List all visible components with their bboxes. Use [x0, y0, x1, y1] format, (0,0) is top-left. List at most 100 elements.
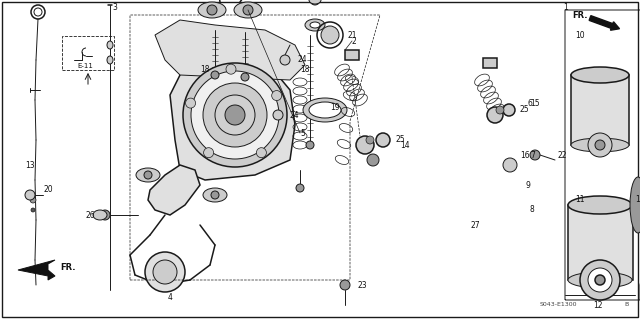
Ellipse shape — [571, 138, 629, 152]
Text: 14: 14 — [400, 140, 410, 150]
Text: 16: 16 — [520, 151, 530, 160]
Circle shape — [356, 136, 374, 154]
Bar — [483, 58, 497, 68]
Text: FR.: FR. — [60, 263, 76, 272]
Text: 24: 24 — [297, 56, 307, 64]
Circle shape — [186, 98, 196, 108]
Text: 5: 5 — [300, 129, 305, 137]
Text: 7: 7 — [530, 151, 535, 160]
Text: 12: 12 — [593, 300, 603, 309]
Ellipse shape — [309, 102, 341, 118]
Ellipse shape — [136, 168, 160, 182]
Ellipse shape — [234, 2, 262, 18]
Text: E-11: E-11 — [77, 63, 93, 69]
Bar — [345, 50, 359, 60]
Ellipse shape — [296, 184, 304, 192]
Circle shape — [145, 252, 185, 292]
Circle shape — [30, 197, 36, 203]
Ellipse shape — [93, 210, 107, 220]
Circle shape — [203, 83, 267, 147]
Ellipse shape — [303, 98, 347, 122]
Ellipse shape — [568, 272, 632, 288]
Polygon shape — [148, 165, 200, 215]
Text: 11: 11 — [575, 196, 584, 204]
Polygon shape — [170, 50, 295, 180]
Circle shape — [272, 91, 282, 100]
Ellipse shape — [305, 19, 325, 31]
Ellipse shape — [571, 67, 629, 83]
Text: 20: 20 — [43, 186, 52, 195]
Circle shape — [321, 26, 339, 44]
Ellipse shape — [107, 56, 113, 64]
Text: S043-E1300: S043-E1300 — [540, 302, 577, 308]
Text: 27: 27 — [470, 220, 480, 229]
Circle shape — [257, 148, 266, 158]
Circle shape — [310, 0, 320, 5]
Circle shape — [367, 154, 379, 166]
Circle shape — [496, 106, 504, 114]
Text: 9: 9 — [525, 181, 530, 189]
Bar — [568, 205, 633, 280]
Text: 21: 21 — [348, 31, 358, 40]
Circle shape — [25, 190, 35, 200]
Bar — [62, 36, 114, 70]
Text: 4: 4 — [168, 293, 172, 302]
Circle shape — [204, 148, 214, 158]
Ellipse shape — [107, 41, 113, 49]
Text: 18: 18 — [300, 65, 310, 75]
Circle shape — [226, 64, 236, 74]
Text: B: B — [624, 302, 628, 308]
Circle shape — [595, 275, 605, 285]
Ellipse shape — [203, 188, 227, 202]
Circle shape — [273, 110, 283, 120]
Circle shape — [144, 171, 152, 179]
Circle shape — [183, 63, 287, 167]
Text: 26: 26 — [85, 211, 95, 219]
Circle shape — [215, 95, 255, 135]
Circle shape — [580, 260, 620, 300]
Text: 6: 6 — [527, 99, 532, 108]
Polygon shape — [155, 20, 305, 80]
Circle shape — [225, 105, 245, 125]
Circle shape — [211, 191, 219, 199]
Polygon shape — [18, 260, 55, 280]
Text: 25: 25 — [520, 106, 530, 115]
Circle shape — [207, 5, 217, 15]
Circle shape — [588, 133, 612, 157]
Ellipse shape — [568, 196, 632, 214]
Circle shape — [376, 133, 390, 147]
Ellipse shape — [211, 71, 219, 79]
Circle shape — [503, 158, 517, 172]
Circle shape — [100, 210, 110, 220]
Text: 10: 10 — [575, 31, 584, 40]
Ellipse shape — [630, 177, 640, 233]
Text: 2: 2 — [352, 36, 356, 46]
Circle shape — [153, 260, 177, 284]
Ellipse shape — [198, 2, 226, 18]
Ellipse shape — [306, 141, 314, 149]
Circle shape — [588, 268, 612, 292]
Ellipse shape — [309, 0, 321, 4]
Ellipse shape — [241, 73, 249, 81]
Text: 19: 19 — [330, 102, 340, 112]
Text: FR.: FR. — [572, 11, 588, 20]
Text: 24: 24 — [290, 110, 300, 120]
Circle shape — [280, 55, 290, 65]
Circle shape — [243, 5, 253, 15]
Text: 23: 23 — [357, 280, 367, 290]
Circle shape — [191, 71, 279, 159]
Circle shape — [487, 107, 503, 123]
Circle shape — [340, 280, 350, 290]
Text: 13: 13 — [25, 160, 35, 169]
Text: 18: 18 — [200, 65, 210, 75]
Text: 17: 17 — [635, 196, 640, 204]
Bar — [571, 75, 629, 145]
Text: 15: 15 — [530, 99, 540, 108]
Circle shape — [595, 140, 605, 150]
FancyArrow shape — [589, 16, 620, 30]
Text: 3: 3 — [112, 4, 117, 12]
Text: 22: 22 — [557, 151, 566, 160]
Text: 1: 1 — [563, 4, 568, 12]
Circle shape — [31, 208, 35, 212]
Ellipse shape — [310, 22, 320, 28]
